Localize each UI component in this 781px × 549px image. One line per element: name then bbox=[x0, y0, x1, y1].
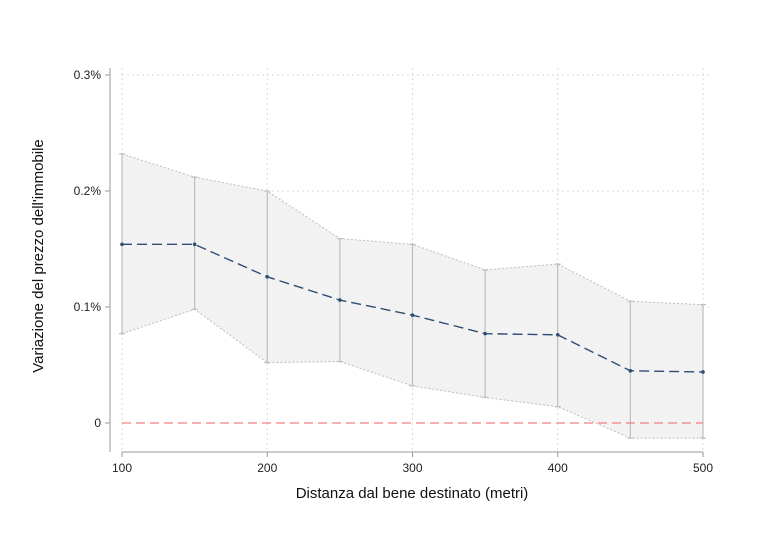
x-tick-label: 100 bbox=[112, 461, 132, 475]
y-tick-label: 0.3% bbox=[74, 68, 102, 82]
x-axis-title: Distanza dal bene destinato (metri) bbox=[296, 485, 529, 502]
data-point bbox=[701, 370, 705, 374]
data-point bbox=[338, 298, 342, 302]
y-tick-label: 0.2% bbox=[74, 184, 102, 198]
data-point bbox=[628, 369, 633, 373]
axes bbox=[105, 68, 704, 457]
tick-labels: 0 0.1% 0.2% 0.3% 100 200 300 400 500 bbox=[74, 68, 714, 475]
x-tick-label: 300 bbox=[402, 461, 422, 475]
x-tick-label: 500 bbox=[693, 461, 713, 475]
y-tick-label: 0.1% bbox=[74, 300, 102, 314]
x-tick-label: 400 bbox=[548, 461, 568, 475]
series-line bbox=[120, 242, 705, 374]
y-axis-title: Variazione del prezzo dell'immobile bbox=[30, 139, 47, 373]
data-point bbox=[192, 242, 197, 247]
data-point bbox=[265, 275, 270, 279]
data-point bbox=[120, 242, 124, 247]
data-point bbox=[410, 313, 415, 317]
y-tick-label: 0 bbox=[94, 416, 101, 430]
data-point bbox=[555, 333, 560, 337]
data-point bbox=[483, 331, 487, 336]
x-tick-label: 200 bbox=[257, 461, 277, 475]
